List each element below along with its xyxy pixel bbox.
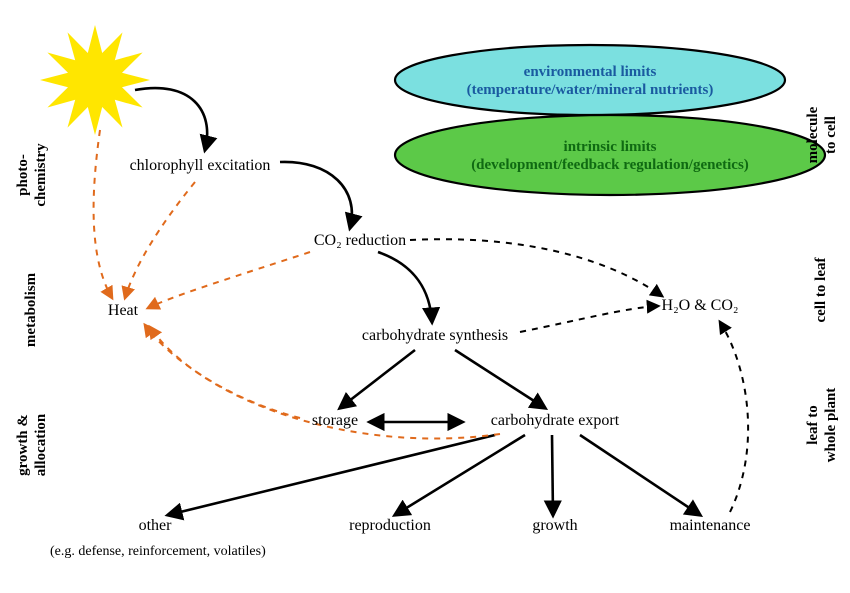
environmental-limits-sublabel: (temperature/water/mineral nutrients) bbox=[467, 82, 714, 98]
node-heat: Heat bbox=[108, 302, 139, 319]
arrow-carb-to-storage bbox=[340, 350, 415, 408]
arrow-export-to-maint bbox=[580, 435, 700, 515]
right-label-cell-text: cell to leaf bbox=[813, 257, 829, 323]
left-label-metab-text: metabolism bbox=[23, 272, 39, 347]
intrinsic-limits-label: intrinsic limits bbox=[564, 139, 657, 155]
flow-diagram: environmental limits (temperature/water/m… bbox=[0, 0, 850, 593]
node-other: other bbox=[139, 517, 173, 534]
node-chloro: chlorophyll excitation bbox=[130, 157, 271, 174]
arrow-sun-to-chloro bbox=[135, 88, 207, 150]
left-label-growth: growth &allocation bbox=[15, 413, 49, 476]
node-growth: growth bbox=[532, 517, 577, 534]
arrow-carb-to-export bbox=[455, 350, 545, 408]
sun-icon bbox=[40, 25, 150, 135]
node-export: carbohydrate export bbox=[491, 412, 620, 429]
limit-ellipses: environmental limits (temperature/water/m… bbox=[395, 45, 825, 195]
node-labels: chlorophyll excitation CO₂ reduction Heat c… bbox=[108, 157, 751, 534]
right-label-whole: leaf towhole plant bbox=[805, 388, 839, 463]
node-repro: reproduction bbox=[349, 517, 431, 534]
arrow-co2red-to-carb bbox=[378, 252, 432, 322]
left-label-photo-line1: photo- bbox=[15, 154, 31, 196]
arrow-co2red-to-heat bbox=[148, 252, 310, 308]
arrow-sun-to-heat bbox=[94, 130, 112, 298]
arrow-export-to-growth bbox=[552, 435, 553, 515]
left-label-metab: metabolism bbox=[23, 272, 39, 347]
arrow-export-to-other bbox=[168, 435, 495, 515]
left-label-photo-line2: chemistry bbox=[33, 143, 49, 207]
environmental-limits-label: environmental limits bbox=[524, 64, 657, 80]
environmental-limits-ellipse bbox=[395, 45, 785, 115]
left-label-photo: photo-chemistry bbox=[15, 143, 49, 207]
arrow-maint-to-h2oco2 bbox=[720, 322, 748, 512]
arrow-export-to-repro bbox=[395, 435, 525, 515]
right-label-cell: cell to leaf bbox=[813, 257, 829, 323]
respiration-arrows bbox=[410, 239, 748, 512]
left-axis-labels: photo-chemistry metabolism growth &allocat… bbox=[15, 143, 49, 476]
arrow-carb-to-h2oco2 bbox=[520, 306, 658, 332]
right-label-whole-line2: whole plant bbox=[823, 388, 839, 463]
node-storage: storage bbox=[312, 412, 358, 429]
node-h2oco2: H₂O & CO₂ bbox=[662, 297, 739, 314]
arrow-co2red-to-h2oco2 bbox=[410, 239, 662, 296]
arrow-storage-to-heat bbox=[145, 325, 300, 418]
arrow-chloro-to-co2red bbox=[280, 162, 352, 228]
node-maint: maintenance bbox=[670, 517, 751, 534]
intrinsic-limits-sublabel: (development/feedback regulation/genetic… bbox=[471, 157, 749, 173]
arrow-chloro-to-heat bbox=[125, 182, 195, 298]
left-label-growth-line2: allocation bbox=[33, 413, 49, 476]
node-carb: carbohydrate synthesis bbox=[362, 327, 508, 344]
intrinsic-limits-ellipse bbox=[395, 115, 825, 195]
right-label-whole-line1: leaf to bbox=[805, 405, 821, 445]
sun-shape bbox=[40, 25, 150, 135]
footnote-text: (e.g. defense, reinforcement, volatiles) bbox=[50, 544, 266, 559]
left-label-growth-line1: growth & bbox=[15, 414, 31, 476]
right-label-mol-line1: molecule bbox=[805, 106, 821, 163]
node-co2red: CO₂ reduction bbox=[314, 232, 406, 249]
right-label-mol-line2: to cell bbox=[823, 116, 839, 154]
